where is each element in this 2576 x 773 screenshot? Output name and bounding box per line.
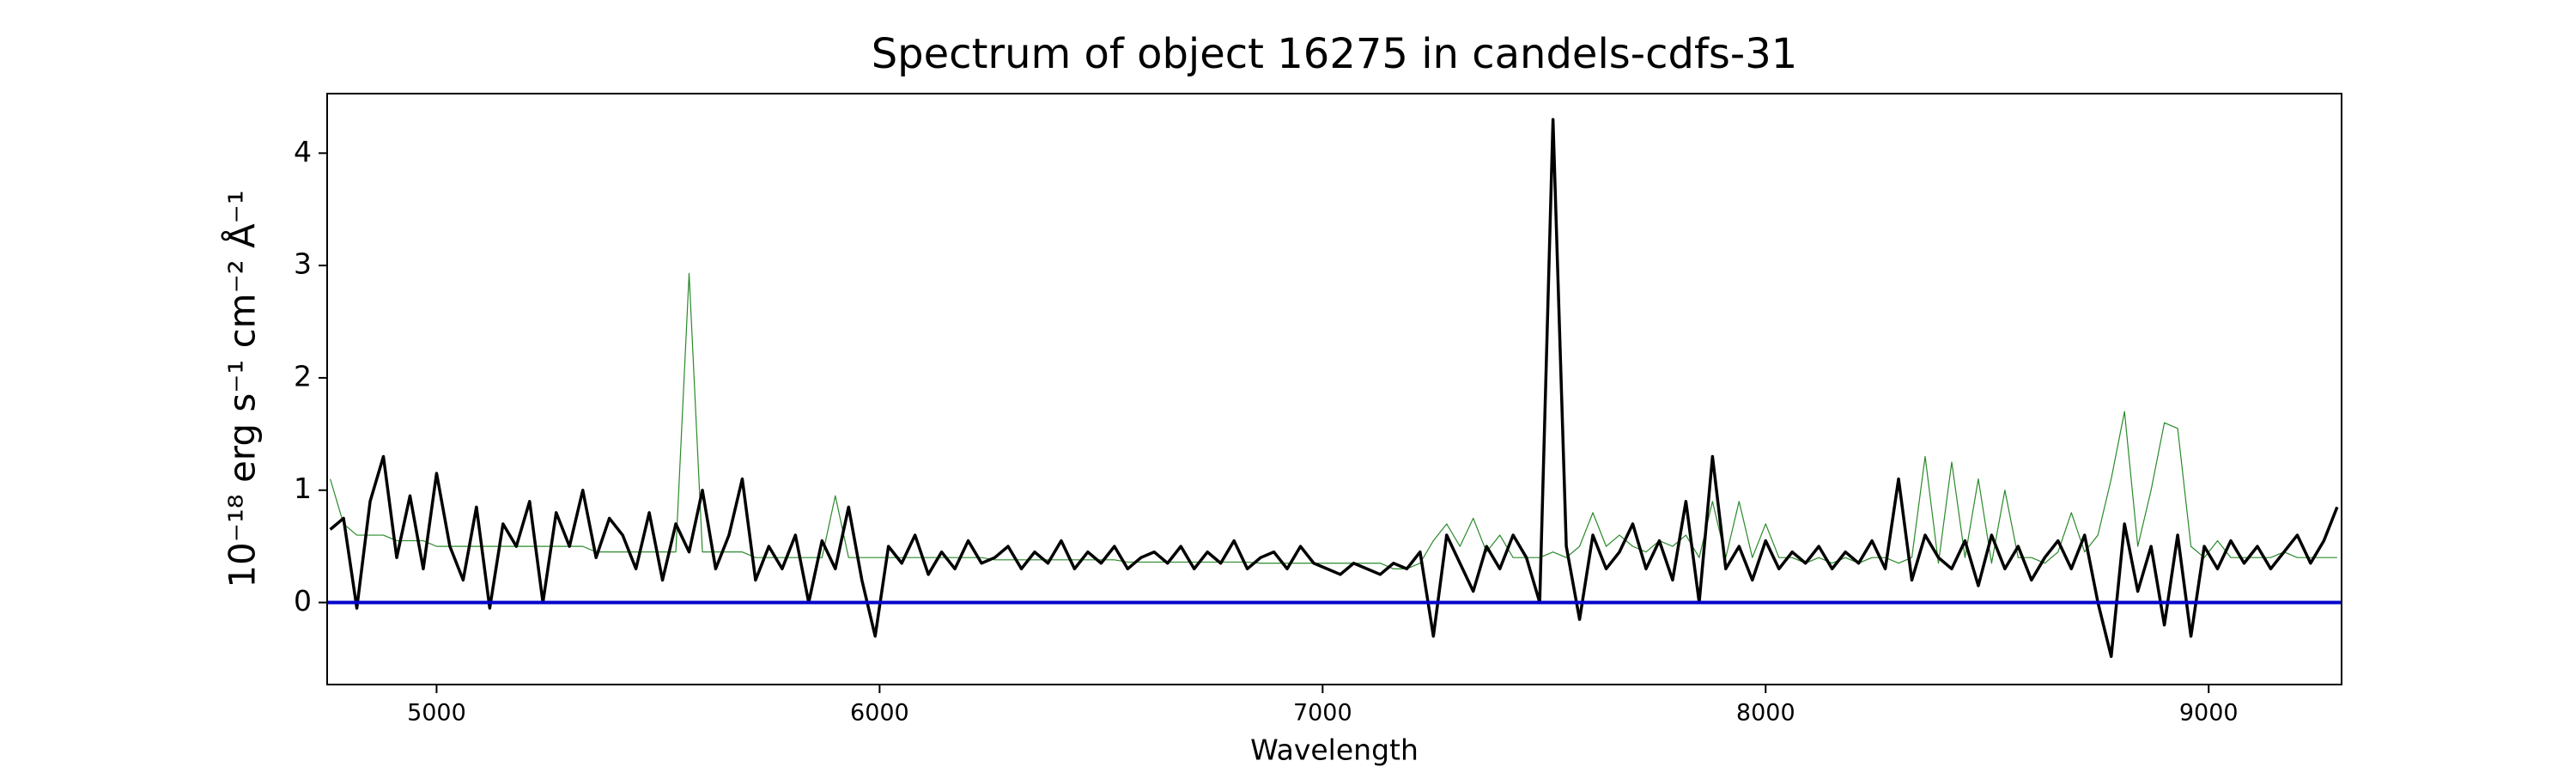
y-tick-label: 2: [294, 359, 312, 393]
x-tick-label: 8000: [1736, 700, 1795, 727]
x-tick-label: 7000: [1293, 700, 1352, 727]
chart-title: Spectrum of object 16275 in candels-cdfs…: [872, 30, 1798, 78]
y-tick-label: 3: [294, 247, 312, 281]
spectrum-line: [330, 272, 2337, 569]
x-axis-label: Wavelength: [1250, 733, 1419, 767]
y-tick-label: 4: [294, 135, 312, 168]
y-axis-label: 10⁻¹⁸ erg s⁻¹ cm⁻² Å⁻¹: [221, 190, 264, 587]
spectrum-line: [329, 118, 2339, 659]
x-tick-label: 6000: [850, 700, 909, 727]
y-tick-label: 1: [294, 472, 312, 505]
x-tick-label: 9000: [2179, 700, 2239, 727]
y-tick-label: 0: [294, 584, 312, 618]
plot-frame: [326, 93, 2342, 685]
x-tick-label: 5000: [407, 700, 466, 727]
